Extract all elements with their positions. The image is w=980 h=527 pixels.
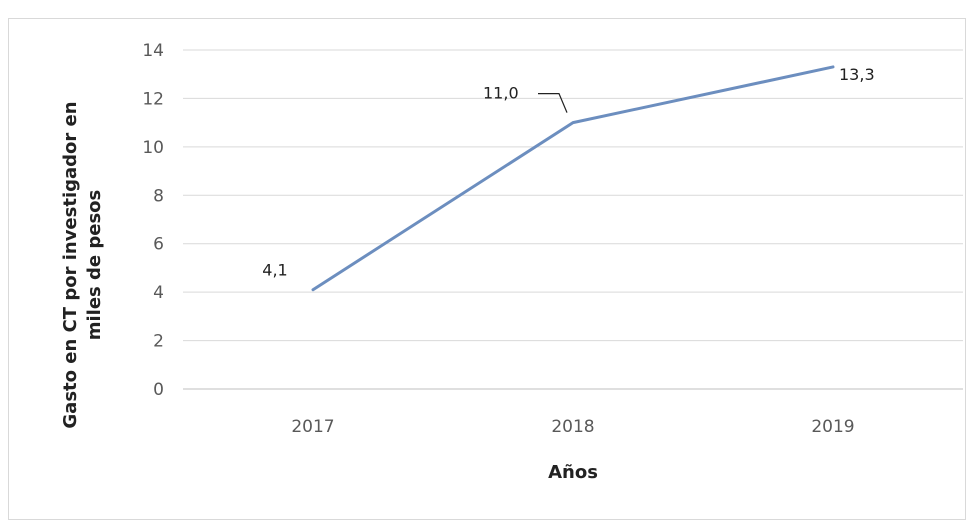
data-label: 11,0 — [483, 84, 519, 103]
x-tick-label: 2018 — [551, 417, 594, 437]
y-axis-title-line-1: Gasto en CT por investigador en — [60, 101, 81, 428]
y-tick-label: 4 — [153, 283, 164, 303]
data-label: 13,3 — [839, 65, 875, 84]
series-line — [311, 65, 835, 292]
data-labels: 4,1 11,0 13,3 — [262, 65, 874, 280]
gridlines — [183, 49, 963, 342]
chart-frame — [8, 18, 966, 520]
y-tick-label: 8 — [153, 186, 164, 206]
y-tick-label: 0 — [153, 380, 164, 400]
y-axis-title: Gasto en CT por investigador en miles de… — [60, 101, 105, 428]
y-tick-label: 12 — [142, 89, 164, 109]
y-axis-title-line-2: miles de pesos — [84, 190, 105, 341]
series — [311, 65, 835, 292]
y-tick-label: 10 — [142, 138, 164, 158]
x-tick-label: 2017 — [291, 417, 334, 437]
y-tick-label: 2 — [153, 332, 164, 352]
y-tick-label: 14 — [142, 41, 164, 61]
data-label-leader-line — [538, 93, 568, 113]
x-tick-labels: 2017 2018 2019 — [291, 417, 854, 437]
y-tick-label: 6 — [153, 235, 164, 255]
x-axis-title: Años — [548, 462, 598, 483]
x-tick-label: 2019 — [811, 417, 854, 437]
y-tick-labels: 0 2 4 6 8 10 12 14 — [142, 41, 164, 400]
data-label: 4,1 — [262, 261, 287, 280]
